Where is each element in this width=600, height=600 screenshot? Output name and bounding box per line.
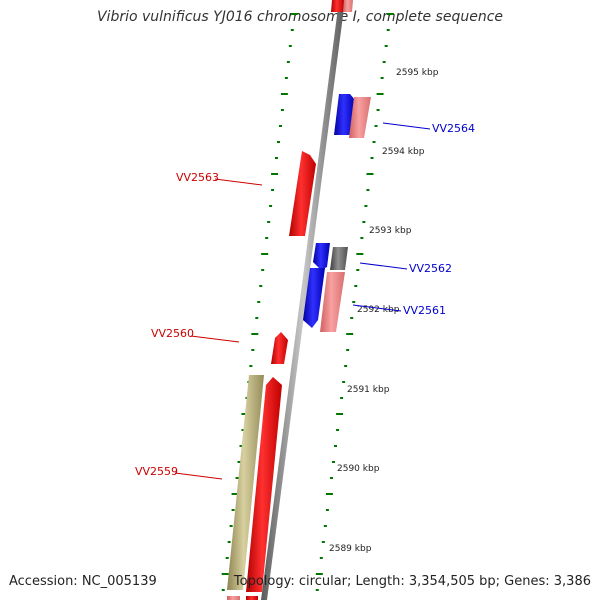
gene-feature-bottom-pink [227, 596, 240, 600]
gene-feature-vv2562-partner [330, 247, 348, 270]
chromosome-backbone [261, 0, 345, 600]
leader-line-vv2561 [352, 304, 402, 312]
tick-label: 2593 kbp [369, 226, 412, 236]
gene-feature-vv2564 [334, 94, 355, 135]
leader-line-vv2563 [214, 178, 263, 186]
tick-label: 2594 kbp [382, 147, 425, 157]
leader-line-vv2564 [382, 122, 431, 130]
leader-line-vv2559 [174, 472, 223, 480]
leader-line-vv2562 [359, 262, 408, 270]
gene-feature-vv2564-partner [349, 97, 371, 138]
gene-labels: VV2564 VV2563 VV2562 VV2561 VV2560 VV255… [135, 122, 475, 480]
gene-label-vv2559: VV2559 [135, 465, 178, 478]
tick-label: 2590 kbp [337, 464, 380, 474]
gene-feature-vv2559 [246, 377, 282, 592]
gene-label-vv2561: VV2561 [403, 304, 446, 317]
map-title: Vibrio vulnificus YJ016 chromosome I, co… [96, 9, 504, 25]
gene-feature-top-red [331, 0, 344, 12]
leader-line-vv2560 [190, 335, 240, 343]
gene-feature-vv2562 [313, 243, 330, 270]
gene-feature-vv2560 [271, 332, 288, 364]
tick-label: 2592 kbp [357, 305, 400, 315]
gene-features [227, 0, 371, 600]
gene-feature-vv2559-partner [227, 375, 264, 590]
tick-rails [221, 13, 394, 591]
gene-label-vv2560: VV2560 [151, 327, 194, 340]
gene-feature-vv2561 [303, 268, 325, 328]
gene-label-vv2564: VV2564 [432, 122, 475, 135]
accession-text: Accession: NC_005139 [9, 574, 157, 589]
tick-label: 2595 kbp [396, 68, 439, 78]
gene-label-vv2563: VV2563 [176, 171, 219, 184]
tick-label: 2591 kbp [347, 385, 390, 395]
gene-label-vv2562: VV2562 [409, 262, 452, 275]
topology-text: Topology: circular; Length: 3,354,505 bp… [233, 574, 591, 589]
gene-feature-vv2563 [289, 151, 316, 236]
kbp-scale: 2595 kbp 2594 kbp 2593 kbp 2592 kbp 2591… [329, 68, 439, 554]
tick-label: 2589 kbp [329, 544, 372, 554]
gene-feature-vv2561-partner [320, 272, 345, 332]
gene-feature-top-pink [343, 0, 353, 12]
gene-feature-bottom-red [246, 596, 258, 600]
